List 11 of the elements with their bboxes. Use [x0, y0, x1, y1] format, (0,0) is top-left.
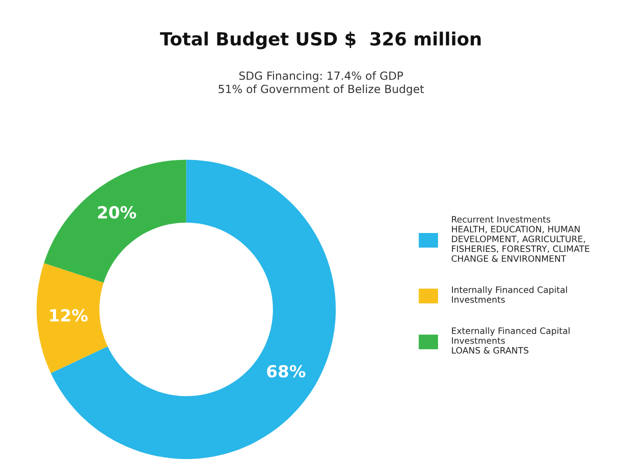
- legend-label: Externally Financed Capital Investments LOANS & GRANTS: [452, 327, 570, 354]
- donut-slice: [50, 160, 336, 459]
- data-label: 20%: [98, 206, 136, 219]
- donut-slice: [44, 160, 186, 283]
- legend-label: Recurrent Investments HEALTH, EDUCATION, HUMAN DEVELOPMENT, AGRICULTURE, FISHERIES, FORESTRY, CLIMATE CHANGE & ENVIRONMENT: [452, 216, 590, 262]
- data-label: 68%: [267, 364, 306, 378]
- legend-label: Internally Financed Capital Investments: [452, 286, 567, 303]
- chart-subtitle: SDG Financing: 17.4% of GDP 51% of Government of Belize Budget: [218, 71, 424, 96]
- donut-slice: [36, 263, 108, 374]
- data-label: 12%: [50, 309, 88, 322]
- chart-title: Total Budget USD $ 326 million: [160, 32, 481, 50]
